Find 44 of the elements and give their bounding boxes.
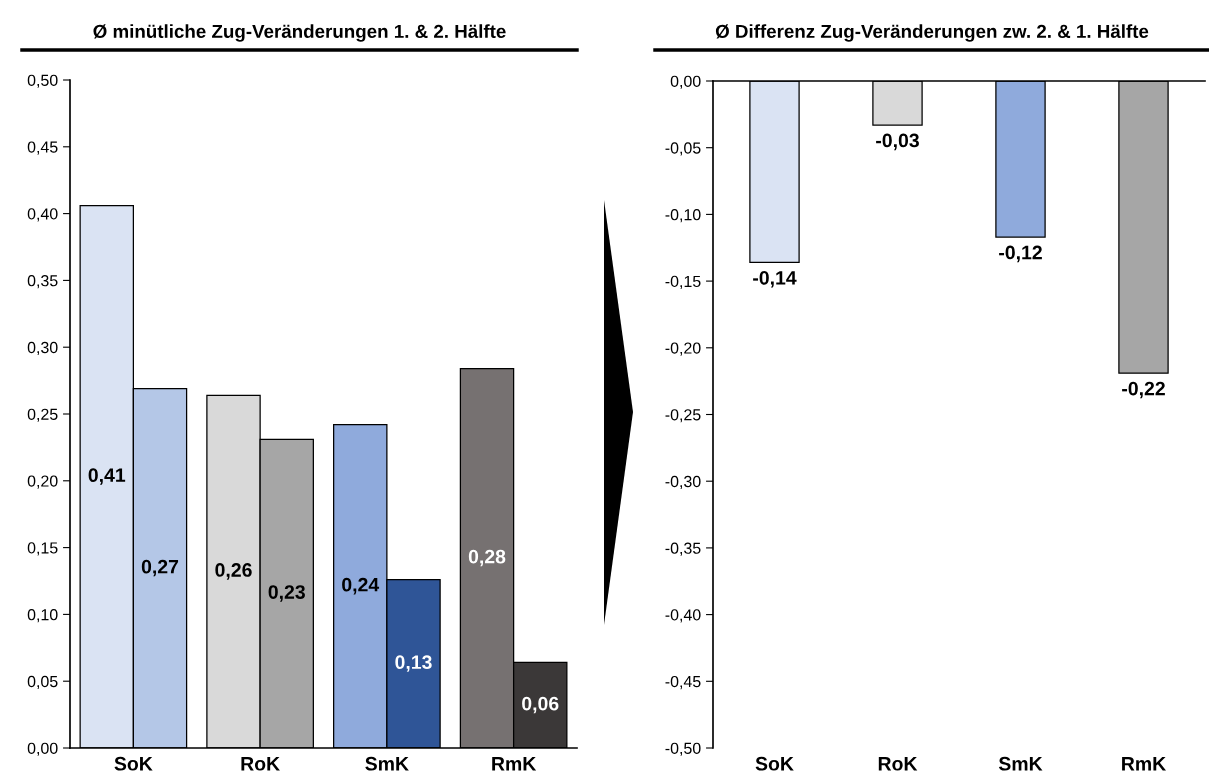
- data-label: 0,13: [395, 655, 432, 672]
- y-tick-label: 0,05: [27, 675, 58, 690]
- y-tick-label: 0,15: [27, 542, 58, 556]
- y-tick-label: -0,50: [665, 742, 701, 756]
- data-label: 0,23: [268, 585, 305, 602]
- y-tick-label: -0,45: [665, 675, 701, 690]
- y-tick-label: -0,35: [665, 542, 701, 556]
- data-label: 0,27: [141, 559, 179, 577]
- data-label: 0,28: [468, 549, 506, 567]
- data-label: 0,06: [522, 696, 559, 714]
- y-tick-label: 0,20: [27, 475, 58, 489]
- x-tick-label: RoK: [241, 757, 280, 771]
- y-tick-label: 0,35: [27, 275, 58, 289]
- y-tick-label: 0,10: [27, 609, 58, 623]
- y-tick-label: 0,00: [27, 742, 58, 756]
- y-tick-label: -0,10: [665, 209, 701, 223]
- x-tick-label: SoK: [114, 756, 153, 771]
- data-label: -0,14: [753, 270, 797, 288]
- data-label: 0,26: [215, 563, 252, 580]
- x-tick-label: RmK: [1122, 757, 1167, 771]
- y-tick-label: 0,45: [27, 141, 58, 155]
- y-tick-label: -0,25: [665, 409, 701, 423]
- x-tick-label: RoK: [878, 757, 918, 771]
- data-label: -0,03: [876, 133, 919, 151]
- y-tick-label: 0,30: [27, 341, 58, 356]
- y-tick-label: -0,05: [665, 142, 701, 156]
- x-tick-label: SmK: [998, 756, 1043, 771]
- x-tick-label: SmK: [365, 756, 409, 771]
- chart-title: Ø Differenz Zug-Veränderungen zw. 2. & 1. Hälfte: [715, 24, 1149, 42]
- y-tick-label: 0,40: [27, 208, 58, 222]
- data-label: 0,24: [342, 577, 380, 595]
- y-tick-label: -0,40: [665, 609, 701, 623]
- y-tick-label: 0,25: [27, 408, 58, 422]
- data-label: -0,12: [999, 245, 1042, 263]
- y-tick-label: -0,15: [665, 275, 701, 289]
- x-tick-label: SoK: [755, 756, 794, 771]
- y-tick-label: 0,00: [670, 75, 701, 89]
- data-label: 0,41: [88, 468, 126, 485]
- data-label: -0,22: [1122, 381, 1165, 399]
- y-tick-label: 0,50: [27, 74, 58, 88]
- x-tick-label: RmK: [492, 757, 537, 771]
- chart-title: Ø minütliche Zug-Veränderungen 1. & 2. Hälfte: [93, 24, 506, 42]
- y-tick-label: -0,20: [665, 342, 701, 356]
- y-tick-label: -0,30: [665, 475, 701, 490]
